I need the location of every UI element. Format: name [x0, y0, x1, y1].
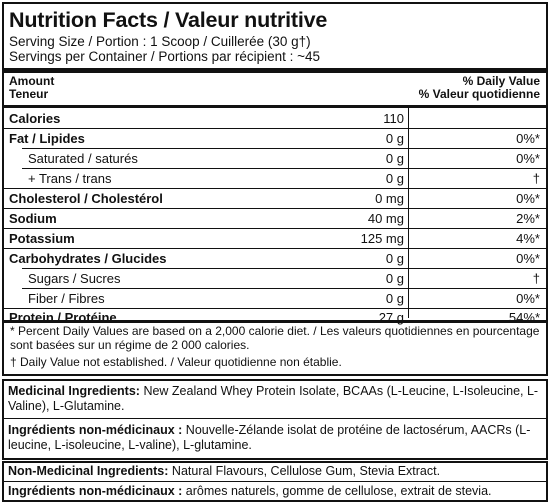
nutrient-row-fat: Fat / Lipides 0 g 0%* [4, 129, 546, 149]
ingredient-divider [4, 418, 546, 419]
nutrient-amount: 0 mg [375, 191, 404, 206]
row-divider [4, 308, 546, 309]
non-medicinal-ingredients-box: Non-Medicinal Ingredients: Natural Flavo… [2, 461, 548, 502]
nutrient-daily-value: 0%* [516, 291, 540, 306]
nutrient-amount: 125 mg [360, 231, 404, 246]
medicinal-ingredients-text: New Zealand Whey Protein Isolate, BCAAs … [8, 384, 539, 413]
nutrient-daily-value: † [532, 271, 540, 286]
non-medicinal-ingredients-fr-text: arômes naturels, gomme de cellulose, ext… [182, 484, 492, 498]
medicinal-ingredients-fr: Ingrédients non-médicinaux : Nouvelle-Zé… [8, 423, 542, 453]
nutrient-row-potassium: Potassium 125 mg 4%* [4, 229, 546, 249]
nutrition-facts-panel: Nutrition Facts / Valeur nutritive Servi… [2, 2, 548, 376]
row-divider [4, 188, 546, 189]
nutrient-name: Fat / Lipides [9, 131, 85, 146]
nutrient-row-sugars: Sugars / Sucres 0 g † [4, 269, 546, 289]
footnote-daily-values: * Percent Daily Values are based on a 2,… [10, 324, 540, 352]
thick-divider [4, 105, 546, 108]
nutrient-daily-value: † [532, 171, 540, 186]
non-medicinal-ingredients-text: Natural Flavours, Cellulose Gum, Stevia … [168, 464, 441, 478]
nutrient-amount: 0 g [385, 291, 404, 306]
row-divider [22, 168, 546, 169]
nutrient-name: Carbohydrates / Glucides [9, 251, 167, 266]
servings-per-container: Servings per Container / Portions par ré… [9, 49, 321, 64]
medicinal-ingredients-label: Medicinal Ingredients: [8, 384, 140, 398]
nutrient-amount: 0 g [385, 151, 404, 166]
daily-value-header-fr: % Valeur quotidienne [418, 87, 540, 101]
nutrient-row-sodium: Sodium 40 mg 2%* [4, 209, 546, 229]
medicinal-ingredients-fr-text: Nouvelle-Zélande isolat de protéine de l… [8, 423, 531, 452]
nutrient-name: Cholesterol / Cholestérol [9, 191, 163, 206]
nutrient-row-cholesterol: Cholesterol / Cholestérol 0 mg 0%* [4, 189, 546, 209]
nutrient-amount: 0 g [385, 271, 404, 286]
nutrient-daily-value: 4%* [516, 231, 540, 246]
nutrient-daily-value: 0%* [516, 191, 540, 206]
nutrient-name: Sugars / Sucres [28, 271, 121, 286]
amount-header-en: Amount [9, 74, 55, 88]
serving-size: Serving Size / Portion : 1 Scoop / Cuill… [9, 34, 311, 49]
nutrient-daily-value: 0%* [516, 151, 540, 166]
non-medicinal-ingredients: Non-Medicinal Ingredients: Natural Flavo… [8, 464, 542, 479]
nutrient-amount: 40 mg [367, 211, 404, 226]
row-divider [4, 208, 546, 209]
non-medicinal-ingredients-label: Non-Medicinal Ingredients: [8, 464, 169, 478]
thick-divider [4, 68, 546, 73]
row-divider [22, 268, 546, 269]
nutrient-name: Calories [9, 111, 61, 126]
nutrient-row-fiber: Fiber / Fibres 0 g 0%* [4, 289, 546, 309]
nutrient-row-saturated: Saturated / saturés 0 g 0%* [4, 149, 546, 169]
nutrient-name: Fiber / Fibres [28, 291, 105, 306]
nutrient-row-calories: Calories 110 [4, 109, 546, 129]
nutrient-daily-value: 0%* [516, 131, 540, 146]
medicinal-ingredients: Medicinal Ingredients: New Zealand Whey … [8, 384, 542, 414]
amount-header-fr: Teneur [9, 87, 49, 101]
row-divider [4, 248, 546, 249]
nutrient-name: Sodium [9, 211, 57, 226]
panel-title: Nutrition Facts / Valeur nutritive [9, 8, 328, 32]
non-medicinal-ingredients-fr-label: Ingrédients non-médicinaux : [8, 484, 183, 498]
nutrient-daily-value: 0%* [516, 251, 540, 266]
row-divider [22, 288, 546, 289]
medicinal-ingredients-box: Medicinal Ingredients: New Zealand Whey … [2, 379, 548, 460]
nutrient-row-carbohydrates: Carbohydrates / Glucides 0 g 0%* [4, 249, 546, 269]
nutrient-name: Saturated / saturés [28, 151, 138, 166]
amount-header: Amount Teneur [9, 75, 54, 101]
thick-divider [4, 320, 546, 323]
nutrient-name: + Trans / trans [28, 171, 112, 186]
nutrient-daily-value: 2%* [516, 211, 540, 226]
nutrient-name: Potassium [9, 231, 75, 246]
row-divider [22, 148, 546, 149]
nutrient-amount: 0 g [385, 171, 404, 186]
ingredient-divider [4, 481, 546, 482]
amount-column-divider [408, 108, 409, 318]
nutrient-amount: 110 [383, 111, 404, 126]
non-medicinal-ingredients-fr: Ingrédients non-médicinaux : arômes natu… [8, 484, 542, 499]
medicinal-ingredients-fr-label: Ingrédients non-médicinaux : [8, 423, 183, 437]
row-divider [4, 228, 546, 229]
nutrient-row-trans: + Trans / trans 0 g † [4, 169, 546, 189]
footnote-not-established: † Daily Value not established. / Valeur … [10, 355, 342, 369]
row-divider [4, 128, 546, 129]
nutrient-amount: 0 g [385, 131, 404, 146]
nutrient-amount: 0 g [385, 251, 404, 266]
daily-value-header-en: % Daily Value [462, 74, 540, 88]
daily-value-header: % Daily Value % Valeur quotidienne [419, 75, 540, 101]
